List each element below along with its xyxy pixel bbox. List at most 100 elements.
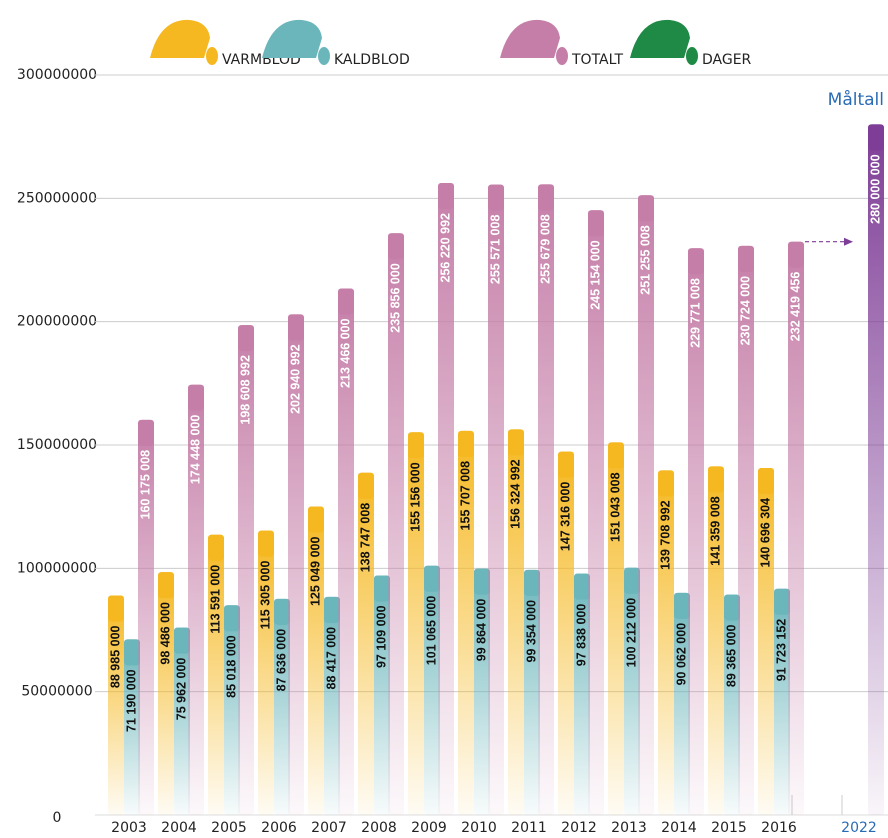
x-tick-label: 2008 bbox=[361, 820, 397, 836]
x-tick-label: 2011 bbox=[511, 820, 547, 836]
bar-cap bbox=[558, 451, 574, 478]
target-label: Måltall bbox=[828, 89, 884, 110]
bar bbox=[538, 184, 554, 815]
bar bbox=[188, 384, 204, 815]
bar bbox=[774, 588, 790, 815]
legend-icon bbox=[500, 19, 560, 58]
bar-cap bbox=[508, 429, 524, 456]
x-tick-label: 2003 bbox=[111, 820, 147, 836]
y-tick-label: 250000000 bbox=[17, 190, 97, 206]
bar-cap bbox=[408, 432, 424, 459]
bar-cap bbox=[458, 430, 474, 457]
bar-cap bbox=[638, 195, 654, 222]
value-label: 255 571 008 bbox=[488, 215, 502, 285]
bar bbox=[324, 596, 340, 815]
x-tick-label: 2004 bbox=[161, 820, 197, 836]
x-tick-label: 2022 bbox=[841, 820, 877, 836]
bar-cap bbox=[238, 325, 254, 352]
bar bbox=[274, 598, 290, 815]
legend-marker bbox=[206, 47, 218, 65]
value-label: 99 354 000 bbox=[524, 600, 538, 663]
legend-label: KALDBLOD bbox=[334, 52, 410, 68]
bar bbox=[424, 565, 440, 815]
bar-cap bbox=[258, 530, 274, 557]
bar bbox=[438, 182, 454, 815]
value-label: 140 696 304 bbox=[758, 498, 772, 568]
bar-cap bbox=[474, 568, 490, 595]
bar-cap bbox=[158, 572, 174, 599]
bar-cap bbox=[124, 639, 140, 666]
bar bbox=[674, 592, 690, 815]
value-label: 88 417 000 bbox=[324, 627, 338, 690]
bar-cap bbox=[708, 466, 724, 493]
legend-label: TOTALT bbox=[571, 52, 623, 68]
value-label: 151 043 008 bbox=[608, 472, 622, 542]
bar bbox=[258, 530, 274, 815]
bar bbox=[724, 594, 740, 815]
value-label: 87 636 000 bbox=[274, 629, 288, 692]
value-label: 213 466 000 bbox=[338, 318, 352, 388]
bar-cap bbox=[424, 565, 440, 592]
value-label: 100 212 000 bbox=[624, 598, 638, 668]
bar bbox=[158, 572, 174, 815]
value-label: 229 771 008 bbox=[688, 278, 702, 348]
bar bbox=[574, 573, 590, 815]
bar bbox=[408, 432, 424, 815]
bar bbox=[108, 595, 124, 815]
value-label: 139 708 992 bbox=[658, 500, 672, 570]
value-label: 101 065 000 bbox=[424, 596, 438, 666]
value-label: 138 747 008 bbox=[358, 503, 372, 573]
bar-cap bbox=[488, 184, 504, 211]
value-label: 89 365 000 bbox=[724, 625, 738, 688]
value-label: 230 724 000 bbox=[738, 276, 752, 346]
bar-cap bbox=[224, 605, 240, 632]
value-label: 90 062 000 bbox=[674, 623, 688, 686]
bar-cap bbox=[774, 588, 790, 615]
value-label: 202 940 992 bbox=[288, 344, 302, 414]
bar-cap bbox=[338, 288, 354, 315]
bar-cap bbox=[108, 595, 124, 622]
bar-cap bbox=[658, 470, 674, 497]
value-label: 280 000 000 bbox=[868, 154, 882, 224]
legend-icon bbox=[262, 19, 322, 58]
bar bbox=[388, 233, 404, 815]
bar bbox=[738, 245, 754, 815]
value-label: 147 316 000 bbox=[558, 482, 572, 552]
bar-cap bbox=[438, 182, 454, 209]
bar bbox=[458, 430, 474, 815]
bar-cap bbox=[624, 567, 640, 594]
bar-cap bbox=[538, 184, 554, 211]
value-label: 256 220 992 bbox=[438, 213, 452, 283]
legend-icon bbox=[150, 19, 210, 58]
bar bbox=[488, 184, 504, 816]
bar bbox=[708, 466, 724, 815]
bar bbox=[358, 472, 374, 815]
legend-marker bbox=[686, 47, 698, 65]
value-label: 245 154 000 bbox=[588, 240, 602, 310]
bar-cap bbox=[324, 596, 340, 623]
y-tick-label: 0 bbox=[53, 810, 62, 826]
x-tick-label: 2007 bbox=[311, 820, 347, 836]
bar bbox=[624, 567, 640, 815]
legend-label: DAGER bbox=[702, 52, 752, 68]
bar-cap bbox=[274, 598, 290, 625]
x-tick-label: 2005 bbox=[211, 820, 247, 836]
bar-cap bbox=[288, 314, 304, 341]
x-tick-label: 2009 bbox=[411, 820, 447, 836]
bar bbox=[208, 534, 224, 815]
arrow-head bbox=[844, 237, 853, 246]
legend-marker bbox=[318, 47, 330, 65]
value-label: 198 608 992 bbox=[238, 355, 252, 425]
bar-cap bbox=[388, 233, 404, 260]
value-label: 232 419 456 bbox=[788, 272, 802, 342]
y-tick-label: 200000000 bbox=[17, 314, 97, 330]
value-label: 255 679 008 bbox=[538, 214, 552, 284]
bar bbox=[238, 325, 254, 815]
value-label: 156 324 992 bbox=[508, 459, 522, 529]
bar-cap bbox=[588, 210, 604, 237]
x-tick-label: 2015 bbox=[711, 820, 747, 836]
value-label: 160 175 008 bbox=[138, 450, 152, 520]
value-label: 99 864 000 bbox=[474, 599, 488, 662]
y-tick-label: 100000000 bbox=[17, 560, 97, 576]
